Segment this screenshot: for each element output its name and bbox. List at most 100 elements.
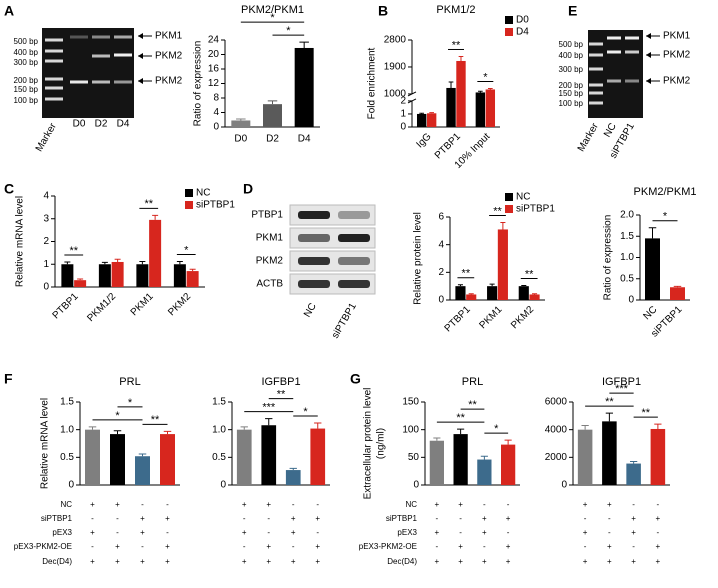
panel-label: F bbox=[4, 371, 13, 387]
significance-label: ** bbox=[277, 389, 286, 401]
bar bbox=[455, 286, 466, 300]
arrow-head bbox=[138, 53, 143, 59]
condition-label: siPTBP1 bbox=[41, 514, 73, 523]
y-tick-label: 2800 bbox=[384, 35, 407, 46]
y-tick-label: 1 bbox=[43, 259, 49, 270]
error-bar bbox=[77, 278, 84, 281]
x-tick-label: PKM1 bbox=[129, 291, 156, 318]
blot-band bbox=[298, 257, 330, 265]
gel-band bbox=[607, 50, 621, 54]
significance-label: ** bbox=[151, 414, 160, 426]
bar bbox=[236, 429, 252, 485]
panel-label: E bbox=[568, 3, 577, 19]
error-bar bbox=[457, 284, 463, 287]
gel-band bbox=[92, 80, 110, 84]
error-bar bbox=[478, 90, 483, 93]
error-bar bbox=[419, 112, 425, 114]
marker-label: 500 bp bbox=[14, 37, 39, 46]
condition-sign: - bbox=[459, 514, 462, 523]
condition-sign: - bbox=[243, 542, 246, 551]
bar bbox=[485, 89, 496, 127]
y-tick-label: 2 bbox=[43, 236, 49, 247]
bar bbox=[263, 104, 282, 127]
condition-sign: + bbox=[115, 542, 120, 551]
significance-label: ** bbox=[69, 245, 78, 257]
error-bar bbox=[629, 460, 638, 464]
marker-label: 400 bp bbox=[559, 51, 584, 60]
bar bbox=[416, 113, 427, 127]
condition-sign: - bbox=[243, 514, 246, 523]
y-tick-label: 4000 bbox=[545, 424, 568, 435]
lane-label: Marker bbox=[576, 121, 601, 154]
gel-band bbox=[45, 77, 63, 81]
condition-label: Dec(D4) bbox=[42, 557, 72, 566]
y-axis-label: Ratio of expression bbox=[193, 41, 204, 127]
condition-label: pEX3 bbox=[52, 528, 72, 537]
gel-band bbox=[589, 101, 603, 105]
x-tick-label: PTBP1 bbox=[51, 291, 81, 321]
condition-sign: - bbox=[316, 500, 319, 509]
gel-band bbox=[625, 50, 639, 54]
condition-sign: + bbox=[140, 514, 145, 523]
panel-label: D bbox=[243, 181, 253, 197]
bar bbox=[453, 434, 468, 485]
bar bbox=[186, 271, 199, 287]
condition-sign: - bbox=[166, 528, 169, 537]
gel-band bbox=[70, 35, 88, 39]
y-tick-label: 4 bbox=[213, 107, 219, 118]
gel-band bbox=[589, 42, 603, 46]
condition-sign: + bbox=[607, 542, 612, 551]
error-bar bbox=[240, 426, 248, 430]
marker-label: 200 bp bbox=[559, 81, 584, 90]
significance-label: *** bbox=[615, 383, 629, 395]
error-bar bbox=[189, 268, 196, 272]
blot-band bbox=[298, 234, 330, 242]
y-axis-label: (ng/ml) bbox=[376, 428, 387, 459]
marker-label: 400 bp bbox=[14, 48, 39, 57]
condition-sign: + bbox=[266, 542, 271, 551]
condition-sign: - bbox=[91, 514, 94, 523]
x-tick-label: PKM2 bbox=[509, 304, 536, 331]
y-tick-label: 20 bbox=[208, 49, 220, 60]
significance-label: ** bbox=[525, 268, 534, 280]
error-bar bbox=[581, 425, 589, 430]
condition-sign: - bbox=[91, 542, 94, 551]
y-tick-label: 0 bbox=[220, 480, 226, 491]
significance-label: * bbox=[128, 397, 133, 409]
condition-sign: - bbox=[292, 500, 295, 509]
x-tick-label: PTBP1 bbox=[443, 304, 473, 334]
y-tick-label: 6000 bbox=[545, 397, 568, 408]
condition-sign: - bbox=[584, 514, 587, 523]
condition-sign: - bbox=[507, 528, 510, 537]
legend-label: NC bbox=[196, 188, 210, 199]
condition-sign: + bbox=[315, 557, 320, 566]
error-bar bbox=[101, 261, 108, 265]
legend-swatch bbox=[505, 193, 513, 201]
bar bbox=[429, 440, 444, 485]
condition-sign: - bbox=[608, 514, 611, 523]
condition-sign: + bbox=[631, 514, 636, 523]
y-tick-label: 8 bbox=[213, 93, 219, 104]
lane-label: D2 bbox=[95, 119, 108, 130]
condition-sign: - bbox=[436, 542, 439, 551]
bar bbox=[294, 47, 314, 127]
error-bar bbox=[648, 227, 657, 239]
x-tick-label: NC bbox=[641, 304, 659, 322]
gel-band bbox=[589, 83, 603, 87]
condition-sign: + bbox=[291, 514, 296, 523]
condition-sign: - bbox=[483, 542, 486, 551]
gel-band bbox=[45, 59, 63, 63]
gel-band bbox=[114, 80, 132, 84]
blot-band bbox=[338, 234, 370, 242]
x-tick-label: PKM1/2 bbox=[85, 291, 118, 324]
error-bar bbox=[267, 100, 278, 105]
x-tick-label: PKM1 bbox=[477, 304, 504, 331]
y-tick-label: 24 bbox=[208, 35, 220, 46]
blot-band bbox=[298, 280, 330, 288]
condition-sign: + bbox=[435, 500, 440, 509]
bar bbox=[518, 286, 529, 300]
condition-sign: - bbox=[436, 514, 439, 523]
bar bbox=[285, 470, 301, 485]
bar bbox=[173, 264, 186, 287]
marker-label: 100 bp bbox=[14, 96, 39, 105]
